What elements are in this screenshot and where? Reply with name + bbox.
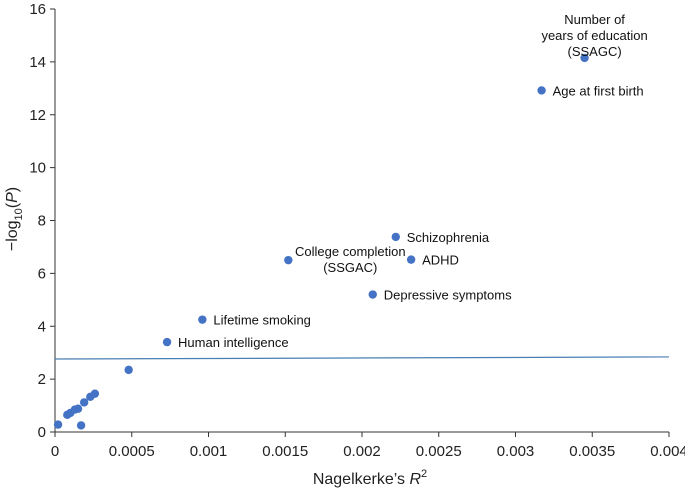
data-point xyxy=(580,53,589,63)
point-label: Number of years of education (SSAGC) xyxy=(541,12,647,59)
x-tick-label: 0.0005 xyxy=(109,443,155,460)
data-point xyxy=(53,420,63,429)
data-point xyxy=(79,398,89,407)
y-tick-label: 12 xyxy=(29,107,46,124)
data-point xyxy=(162,337,172,347)
y-tick-label: 2 xyxy=(38,371,46,388)
y-tick-label: 10 xyxy=(29,160,46,177)
data-point xyxy=(284,255,293,265)
data-point xyxy=(76,421,86,430)
data-point xyxy=(124,365,133,375)
point-label: Schizophrenia xyxy=(407,230,490,245)
tick-labels: 0 2 4 6 8 10 12 14 16 0 0.0005 0.001 0.0015 0.002 0.00… xyxy=(29,1,685,460)
point-label: Lifetime smoking xyxy=(213,313,311,328)
data-point xyxy=(73,404,83,413)
data-point xyxy=(391,232,400,242)
point-label: College completion (SSGAC) xyxy=(295,244,406,275)
data-point xyxy=(406,255,416,264)
x-tick-label: 0.0035 xyxy=(569,443,615,460)
x-tick-label: 0.003 xyxy=(497,443,535,460)
y-tick-label: 0 xyxy=(38,424,46,441)
y-tick-label: 8 xyxy=(38,213,46,230)
x-tick-label: 0 xyxy=(51,443,59,460)
x-tick-label: 0.002 xyxy=(343,443,381,460)
point-annotations: Human intelligence Lifetime smoking Colleg… xyxy=(178,12,648,350)
y-tick-label: 14 xyxy=(29,54,46,71)
significance-threshold-line xyxy=(54,356,670,360)
data-point xyxy=(90,389,100,398)
point-label: Human intelligence xyxy=(178,335,289,350)
point-label: Depressive symptoms xyxy=(384,288,512,303)
x-tick-label: 0.004 xyxy=(650,443,685,460)
data-points xyxy=(53,53,589,430)
y-tick-label: 4 xyxy=(38,318,46,335)
point-label: Age at first birth xyxy=(553,83,644,98)
data-point xyxy=(198,315,207,324)
y-axis-title: −log10(P) xyxy=(4,187,25,251)
y-tick-label: 6 xyxy=(38,265,46,282)
y-tick-label: 16 xyxy=(29,1,46,18)
x-tick-label: 0.001 xyxy=(190,443,228,460)
threshold-line-group xyxy=(54,356,670,360)
x-axis-title: Nagelkerke’s R2 xyxy=(313,468,427,488)
x-tick-label: 0.0015 xyxy=(262,443,308,460)
point-label: ADHD xyxy=(422,253,459,268)
x-tick-label: 0.0025 xyxy=(416,443,462,460)
axes xyxy=(50,8,670,437)
data-point xyxy=(537,86,546,95)
data-point xyxy=(368,290,377,299)
